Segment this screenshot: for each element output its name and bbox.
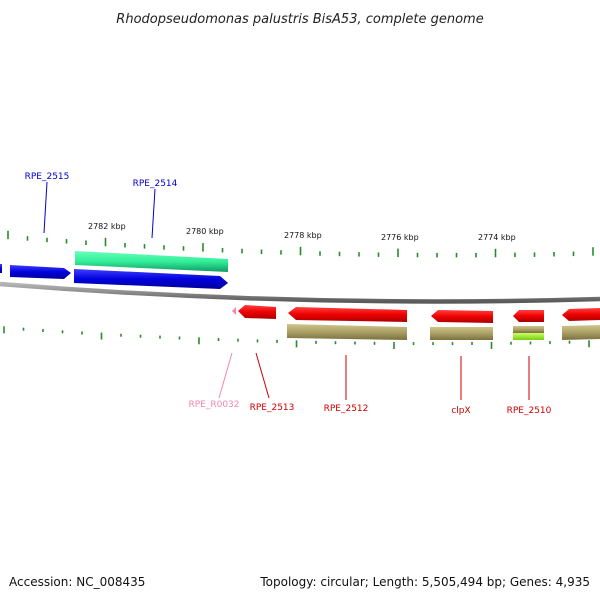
scale-label-2776: 2776 kbp: [381, 233, 419, 242]
cds-feature-rpe-2514[interactable]: [75, 251, 228, 272]
leader-rpe-2515: [43, 181, 48, 234]
gene-label-rpe-2512[interactable]: RPE_2512: [324, 404, 369, 414]
scale-label-2774: 2774 kbp: [478, 233, 516, 242]
gene-feature-rpe-2513[interactable]: [238, 305, 276, 319]
genome-summary-text: Topology: circular; Length: 5,505,494 bp…: [259, 575, 590, 589]
gene-feature-rpe-2512[interactable]: [288, 307, 407, 322]
genome-backbone: [0, 281, 600, 304]
accession-text: Accession: NC_008435: [9, 575, 145, 589]
gene-label-rpe-2515[interactable]: RPE_2515: [25, 172, 70, 182]
cds-feature-right-edge[interactable]: [562, 325, 600, 340]
reverse-strand-features: [232, 305, 600, 340]
leader-rpe-2513: [255, 352, 270, 399]
scale-label-2778: 2778 kbp: [284, 231, 322, 240]
forward-strand-features: [0, 251, 228, 289]
scale-label-2780: 2780 kbp: [186, 227, 224, 236]
leader-rpe-r0032: [218, 352, 233, 399]
gene-label-rpe-2514[interactable]: RPE_2514: [133, 179, 178, 189]
scale-label-2782: 2782 kbp: [88, 222, 126, 231]
gene-feature-rpe-2514[interactable]: [74, 269, 228, 289]
misc-feature-rpe-2510[interactable]: [513, 333, 544, 340]
gene-label-clpx[interactable]: clpX: [451, 406, 470, 416]
gene-feature-rpe-2510[interactable]: [513, 310, 544, 322]
gene-feature-left-edge[interactable]: [0, 264, 2, 273]
tick-row-lower: [3, 326, 590, 349]
gene-label-rpe-2510[interactable]: RPE_2510: [507, 406, 552, 416]
cds-feature-rpe-2512[interactable]: [287, 324, 407, 340]
gene-feature-right-edge[interactable]: [562, 308, 600, 321]
gene-label-rpe-2513[interactable]: RPE_2513: [250, 403, 295, 413]
label-leader-lines: [43, 181, 530, 400]
gene-feature-clpx[interactable]: [431, 310, 493, 323]
gene-feature-rpe-2515[interactable]: [10, 265, 71, 279]
cds-feature-clpx[interactable]: [430, 327, 493, 340]
cds-feature-rpe-2510[interactable]: [513, 326, 544, 333]
rna-feature-rpe-r0032[interactable]: [232, 307, 236, 315]
map-title: Rhodopseudomonas palustris BisA53, compl…: [116, 12, 483, 27]
leader-rpe-2514: [151, 188, 156, 239]
gene-label-rpe-r0032[interactable]: RPE_R0032: [188, 400, 239, 410]
tick-row-upper: [7, 230, 594, 258]
